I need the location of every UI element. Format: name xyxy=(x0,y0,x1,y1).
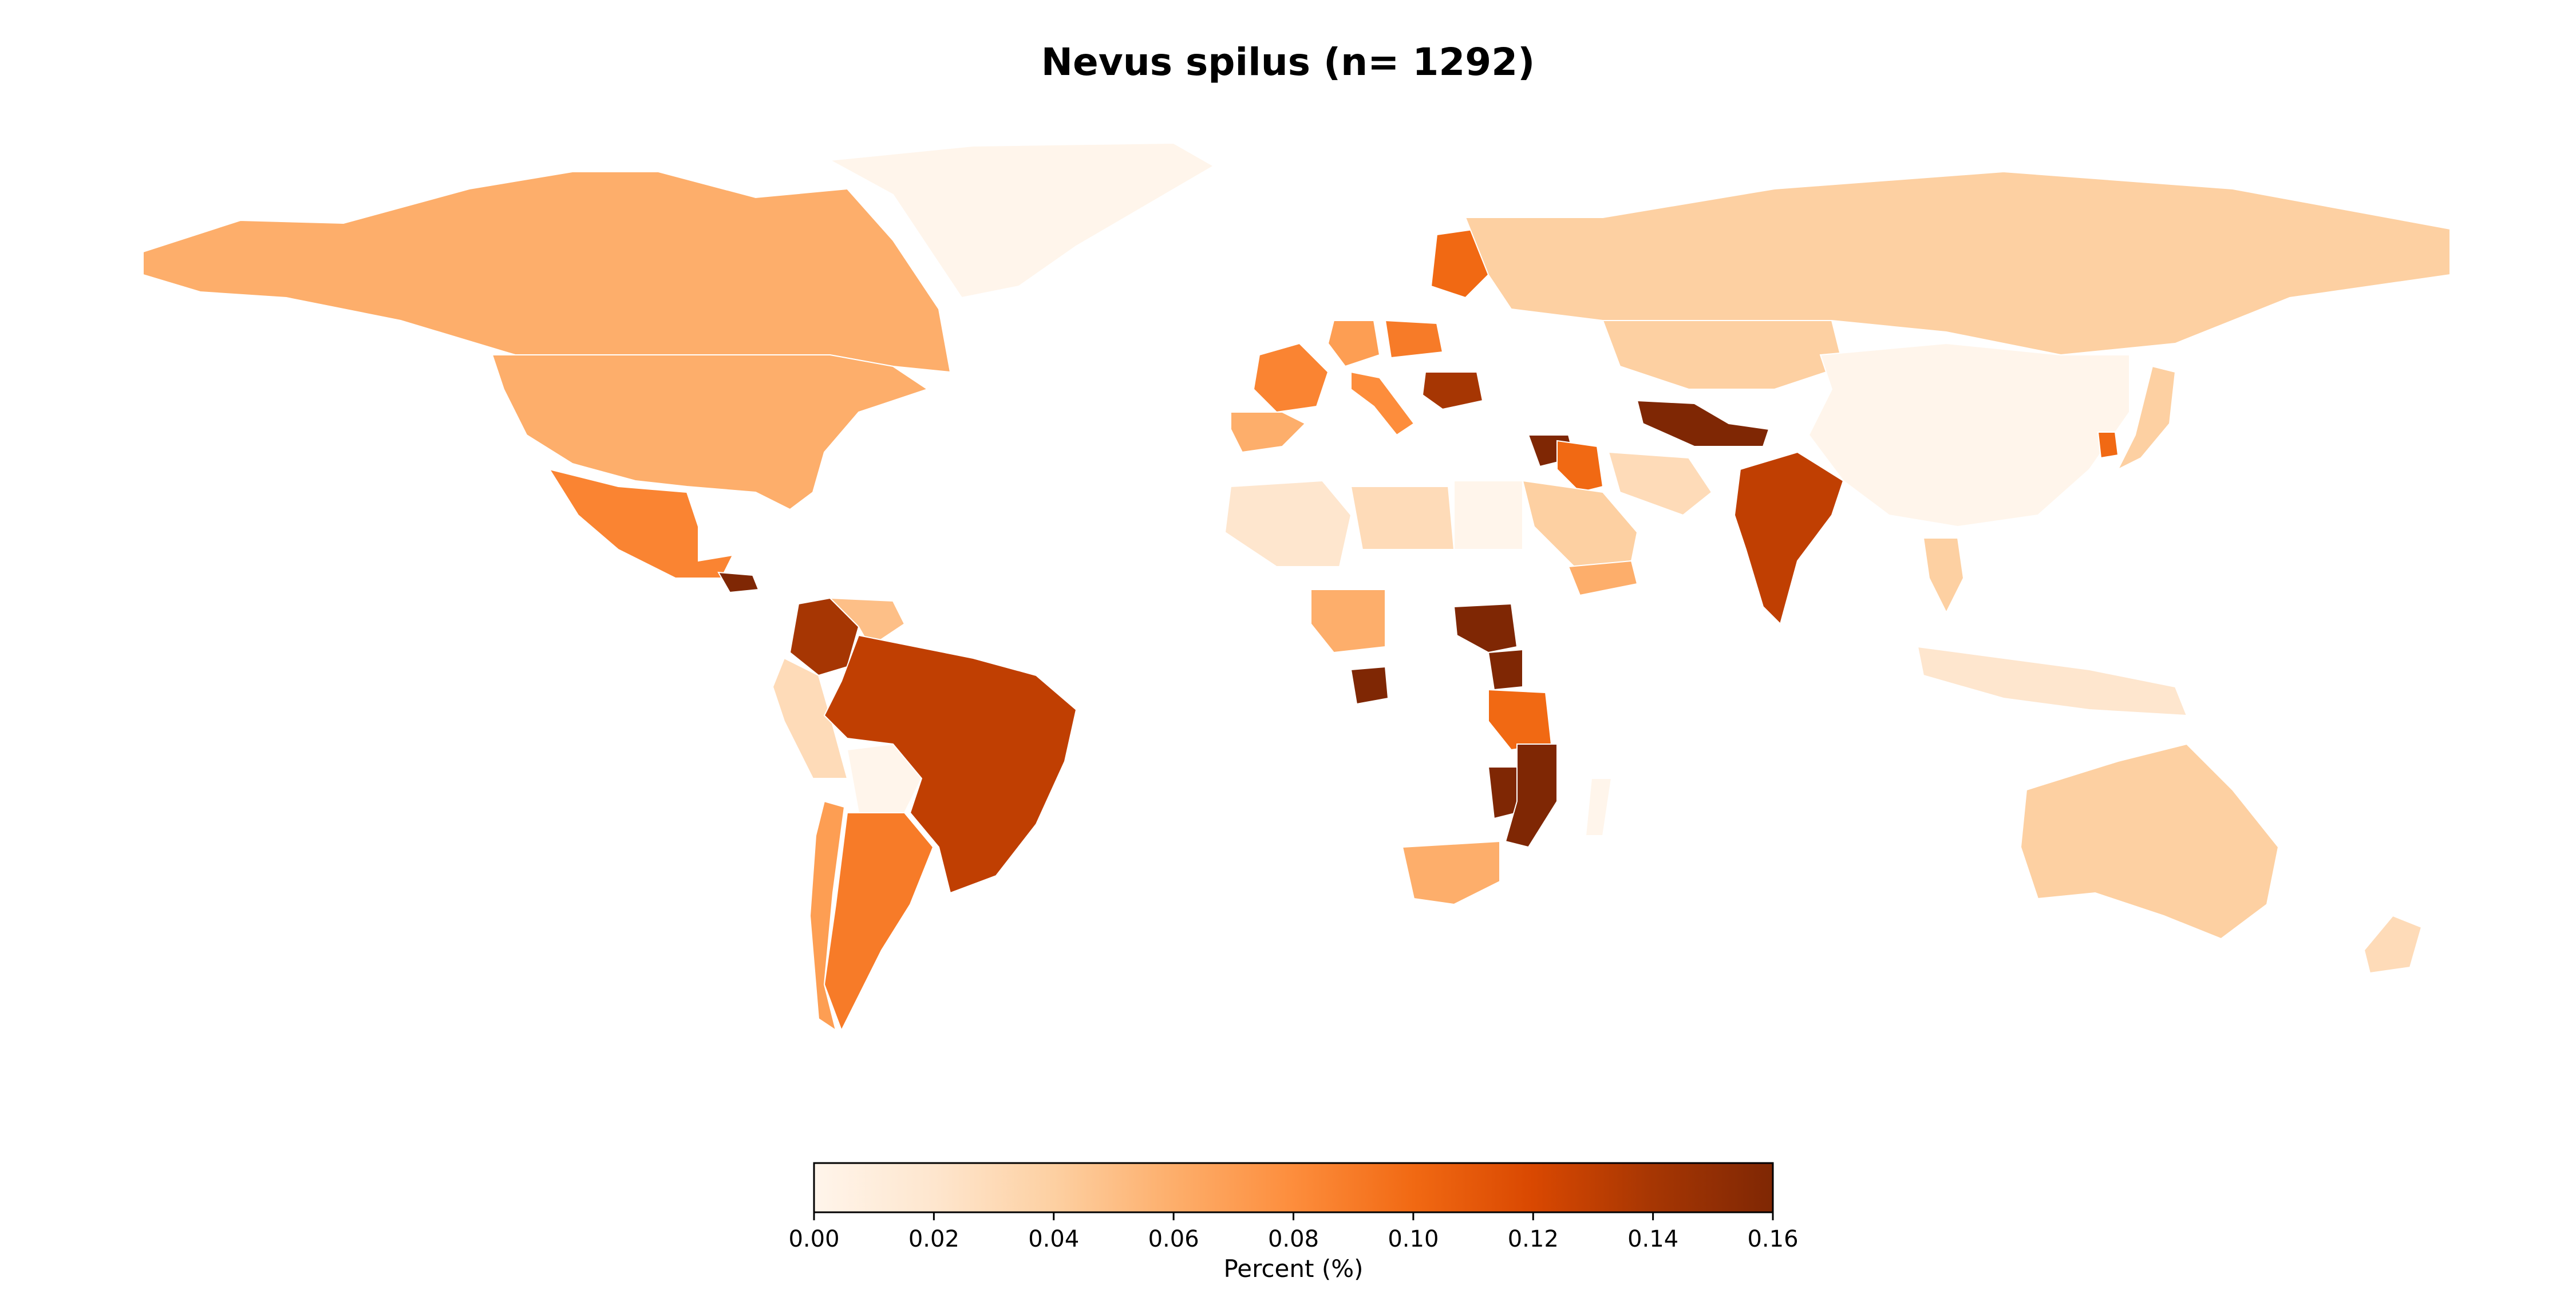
region-germany: Germany xyxy=(1327,320,1381,367)
region-algeria: Algeria xyxy=(1224,480,1352,567)
regions-layer: CanadaUnited StatesMexicoHondurasColombi… xyxy=(143,142,2451,1032)
region-uganda: Uganda xyxy=(1453,603,1518,654)
region-mozambique: Mozambique xyxy=(1504,744,1558,848)
region-egypt: Egypt xyxy=(1453,480,1523,550)
colorbar-gradient xyxy=(813,1162,1774,1213)
colorbar-tick-label: 0.00 xyxy=(788,1226,839,1252)
region-peru: Peru xyxy=(772,657,848,779)
region-romania: Romania xyxy=(1421,371,1484,410)
region-china: China xyxy=(1808,342,2130,528)
region-venezuela: Venezuela xyxy=(828,597,906,648)
region-canada: Canada xyxy=(143,171,951,373)
region-new-zealand: New Zealand xyxy=(2363,915,2423,974)
region-iran: Iran xyxy=(1607,451,1713,516)
region-united-states: United States xyxy=(491,354,929,511)
region-bolivia: Bolivia xyxy=(846,743,923,813)
region-madagascar: Madagascar xyxy=(1585,778,1613,836)
region-argentina: Argentina xyxy=(823,812,934,1032)
region-india: India xyxy=(1733,451,1844,625)
colorbar-tick-label: 0.02 xyxy=(908,1226,959,1252)
region-russia: Russia xyxy=(1464,171,2451,356)
colorbar-tick-label: 0.08 xyxy=(1268,1226,1319,1252)
region-iraq: Iraq xyxy=(1556,440,1604,493)
region-kenya: Kenya xyxy=(1487,648,1523,691)
colorbar: 0.00 0.02 0.04 0.06 0.08 0.10 0.12 0.14 0.16 xyxy=(788,1162,1799,1252)
region-tanzania: Tanzania xyxy=(1488,689,1552,751)
region-spain: Spain xyxy=(1230,412,1306,453)
region-australia: Australia xyxy=(2020,743,2279,940)
region-kazakhstan: Kazakhstan xyxy=(1602,320,1844,390)
colorbar-ticks: 0.00 0.02 0.04 0.06 0.08 0.10 0.12 0.14 0.16 xyxy=(788,1212,1799,1252)
region-nigeria: Nigeria xyxy=(1310,589,1386,654)
region-chile: Chile xyxy=(809,800,846,1032)
region-uzbekistan: Uzbekistan xyxy=(1636,400,1770,447)
region-mexico: Mexico xyxy=(548,468,734,579)
region-france: France xyxy=(1253,342,1329,413)
region-south-africa: South Africa xyxy=(1401,840,1500,905)
region-libya: Libya xyxy=(1350,486,1455,550)
chart-title: Nevus spilus (n= 1292) xyxy=(1041,40,1535,84)
colorbar-tick-label: 0.12 xyxy=(1508,1226,1559,1252)
colorbar-tick-label: 0.14 xyxy=(1627,1226,1678,1252)
region-greenland: Greenland xyxy=(828,142,1215,299)
colorbar-tick-label: 0.04 xyxy=(1028,1226,1079,1252)
region-japan: Japan xyxy=(2116,365,2176,471)
region-yemen: Yemen xyxy=(1567,560,1638,596)
region-honduras: Honduras xyxy=(717,571,760,594)
region-indonesia: Indonesia xyxy=(1917,646,2188,717)
region-malawi: Malawi xyxy=(1487,766,1518,820)
colorbar-label: Percent (%) xyxy=(1223,1255,1364,1283)
colorbar-tick-label: 0.06 xyxy=(1148,1226,1199,1252)
region-gabon: Gabon xyxy=(1350,666,1389,705)
region-south-korea: South Korea xyxy=(2097,432,2119,459)
region-italy: Italy xyxy=(1350,371,1415,436)
colorbar-tick-label: 0.10 xyxy=(1388,1226,1439,1252)
region-poland: Poland xyxy=(1384,319,1444,359)
region-saudi-arabia: Saudi Arabia xyxy=(1522,480,1638,568)
region-brazil: Brazil xyxy=(823,634,1077,894)
colorbar-tick-label: 0.16 xyxy=(1747,1226,1798,1252)
region-thailand: Thailand xyxy=(1922,537,1965,614)
